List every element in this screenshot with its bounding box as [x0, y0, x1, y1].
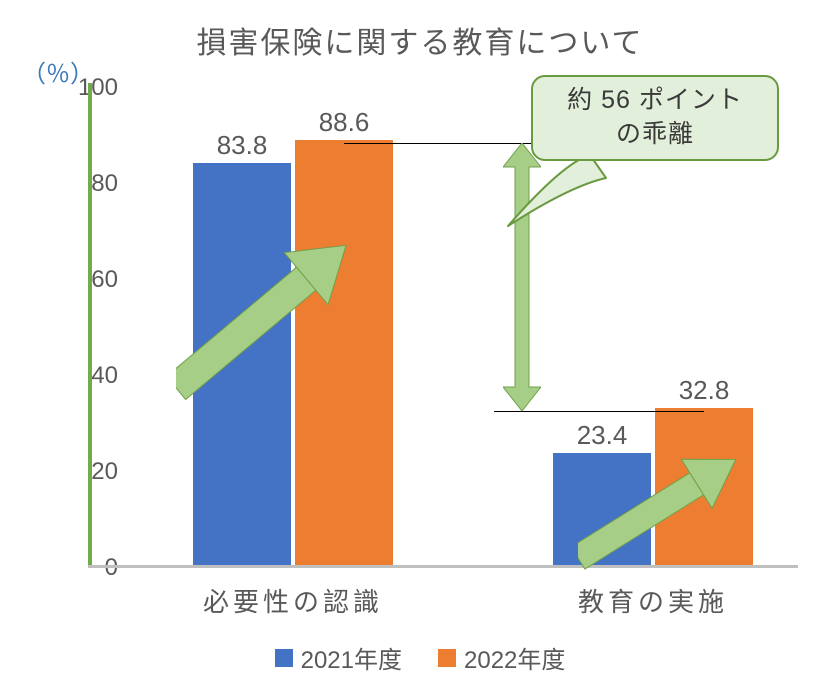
legend-label-2021: 2021年度 [301, 640, 402, 675]
callout-bubble: 約 56 ポイント の乖離 [531, 75, 779, 161]
legend-label-2022: 2022年度 [464, 640, 565, 675]
trend-arrow-g1-icon [176, 208, 386, 408]
y-tick [88, 83, 92, 93]
legend-swatch-2021 [275, 649, 293, 667]
legend-item-2022: 2022年度 [438, 640, 565, 675]
chart-title: 損害保険に関する教育について [0, 18, 840, 62]
bar-label-g1-s1: 83.8 [217, 130, 268, 161]
y-tick [88, 467, 92, 477]
y-tick [88, 275, 92, 285]
legend-swatch-2022 [438, 649, 456, 667]
bar-label-g2-s2: 32.8 [679, 375, 730, 406]
category-label-2: 教育の実施 [578, 582, 728, 619]
y-tick [88, 371, 92, 381]
callout-text-line2: の乖離 [616, 120, 694, 148]
legend-item-2021: 2021年度 [275, 640, 402, 675]
chart-container: 損害保険に関する教育について （％） 100 80 60 40 20 0 83.… [0, 0, 840, 689]
bar-label-g1-s2: 88.6 [319, 107, 370, 138]
legend: 2021年度 2022年度 [0, 640, 840, 675]
y-tick [88, 179, 92, 189]
callout-text-line1: 約 56 ポイント [567, 86, 743, 114]
category-label-1: 必要性の認識 [203, 582, 383, 619]
trend-arrow-g2-icon [578, 428, 768, 578]
callout-tail-icon [500, 148, 620, 238]
ref-line-bottom [494, 411, 704, 412]
y-axis-line [88, 88, 92, 568]
